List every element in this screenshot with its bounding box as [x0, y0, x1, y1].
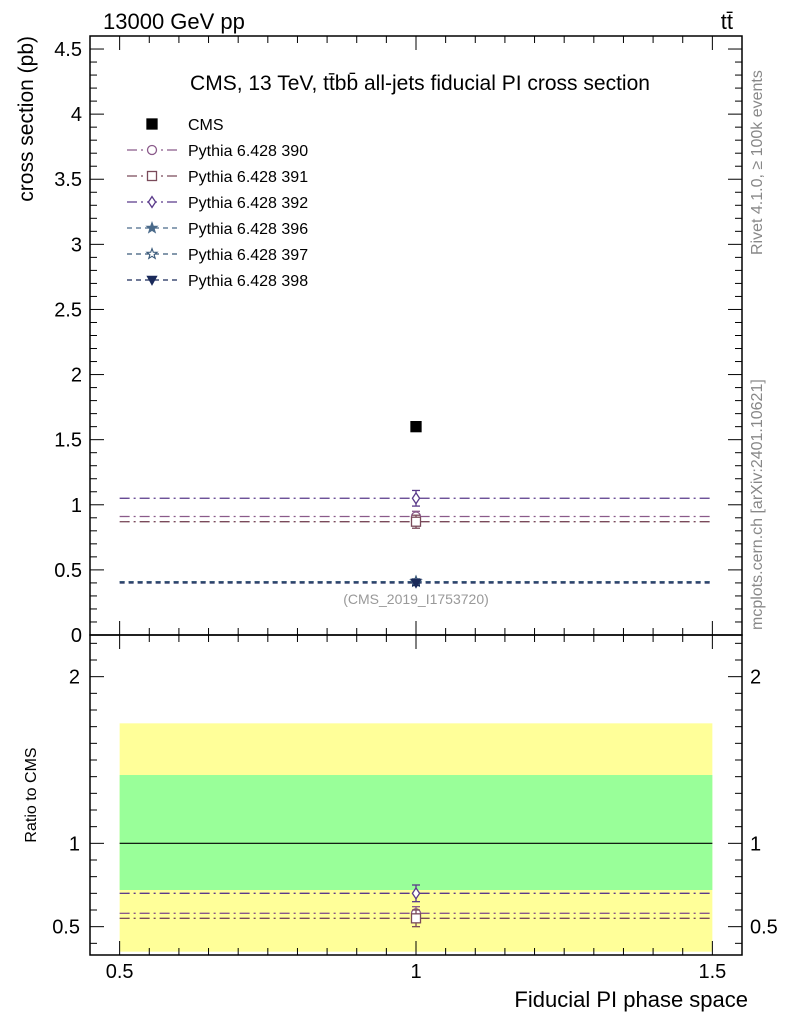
- upper-y-tick-label: 3.5: [54, 169, 82, 191]
- upper-y-tick-label: 2: [71, 365, 82, 387]
- upper-y-tick-label: 1.5: [54, 430, 82, 452]
- lower-y-tick-label-left: 2: [69, 667, 80, 689]
- upper-y-tick-label: 0: [71, 625, 82, 647]
- cms-point: [410, 421, 422, 433]
- rivet-label: Rivet 4.1.0, ≥ 100k events: [749, 70, 766, 255]
- legend-label-6: Pythia 6.428 398: [188, 273, 308, 290]
- legend-marker-6: [146, 275, 158, 286]
- legend-label-4: Pythia 6.428 396: [188, 221, 308, 238]
- legend-marker-3: [147, 195, 157, 209]
- lower-plot-elements: 0.5 0.5 1 1 2 2 0.5 1 1.5: [52, 635, 778, 983]
- legend-marker-4: [145, 220, 159, 234]
- lower-frame: [89, 634, 743, 956]
- upper-title: CMS, 13 TeV, tt̄bb̄ all-jets fiducial PI…: [190, 72, 650, 95]
- legend-marker-2: [146, 170, 158, 182]
- ratio-point-3: [411, 886, 421, 900]
- legend: CMS Pythia 6.428 390 Pythia 6.428 391 Pythi…: [127, 117, 308, 290]
- mc-point-2: [410, 516, 422, 527]
- lower-ylabel: Ratio to CMS: [23, 747, 40, 842]
- legend-label-1: Pythia 6.428 390: [188, 143, 308, 160]
- x-tick-label: 1: [410, 961, 421, 983]
- lower-xlabel: Fiducial PI phase space: [514, 987, 748, 1012]
- ratio-point-2: [410, 913, 422, 924]
- ratio-band-green: [119, 775, 713, 890]
- energy-label: 13000 GeV pp: [103, 9, 245, 34]
- upper-y-tick-label: 1: [71, 495, 82, 517]
- legend-label-2: Pythia 6.428 391: [188, 169, 308, 186]
- upper-y-tick-label: 4.5: [54, 39, 82, 61]
- mc-point-6: [410, 578, 422, 589]
- upper-plot-elements: 0 0.5 1 1.5 2 2.5 3 3.5 4 4.5: [54, 35, 743, 647]
- mc-point-3: [411, 491, 421, 505]
- upper-y-tick-label: 3: [71, 234, 82, 256]
- lower-y-tick-label-right: 1: [750, 833, 761, 855]
- lower-y-tick-label-right: 2: [750, 667, 761, 689]
- legend-label-0: CMS: [188, 117, 224, 134]
- lower-y-tick-label-right: 0.5: [750, 917, 778, 939]
- process-label: tt̄: [721, 9, 733, 34]
- legend-marker-1: [146, 144, 158, 156]
- legend-label-3: Pythia 6.428 392: [188, 195, 308, 212]
- lower-y-tick-label-left: 1: [69, 833, 80, 855]
- mcplots-label: mcplots.cern.ch [arXiv:2401.10621]: [749, 379, 766, 630]
- upper-panel: 0 0.5 1 1.5 2 2.5 3 3.5 4 4.5 CMS, 13 TeV, tt̄bb̄…: [15, 35, 743, 647]
- legend-marker-5: [145, 246, 159, 260]
- upper-y-tick-label: 0.5: [54, 560, 82, 582]
- legend-marker-0: [146, 118, 158, 130]
- upper-ylabel: cross section (pb): [15, 36, 38, 202]
- upper-y-tick-label: 4: [71, 104, 82, 126]
- upper-y-tick-label: 2.5: [54, 299, 82, 321]
- legend-label-5: Pythia 6.428 397: [188, 247, 308, 264]
- lower-panel: 0.5 0.5 1 1 2 2 0.5 1 1.5 Ratio to CMS Fiducial …: [23, 634, 778, 1012]
- x-tick-label: 0.5: [106, 961, 134, 983]
- x-tick-label: 1.5: [698, 961, 726, 983]
- analysis-id-label: (CMS_2019_I1753720): [343, 591, 489, 607]
- lower-y-tick-label-left: 0.5: [52, 917, 80, 939]
